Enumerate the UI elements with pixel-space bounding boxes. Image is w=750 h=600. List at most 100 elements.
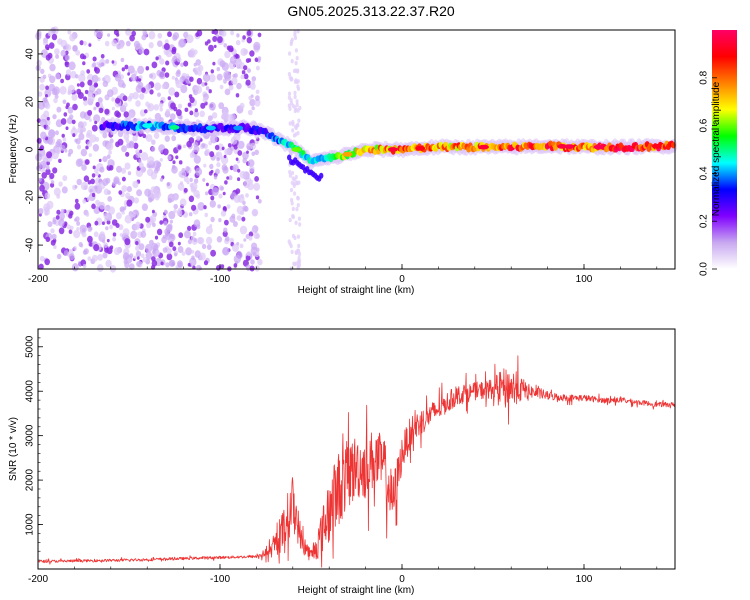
noise-speck [61,186,68,194]
noise-speck [65,44,72,51]
noise-speck [108,165,114,171]
noise-speck [38,177,42,182]
noise-speck [123,206,127,211]
noise-speck [227,143,232,148]
noise-speck [49,63,56,72]
spectrogram-ridge [98,117,678,182]
snr-panel: -200 -100 0 100 1000 2000 3000 4000 5000 Height … [8,328,676,596]
noise-speck [105,59,110,64]
noise-speck [78,73,86,83]
noise-speck [293,191,297,196]
noise-speck [148,42,154,49]
noise-speck [46,116,50,121]
noise-speck [39,147,43,151]
noise-speck [172,55,178,62]
noise-speck [122,95,128,102]
x-tick-label: -100 [210,274,230,285]
noise-speck [178,232,184,239]
noise-speck [44,102,51,110]
noise-speck [76,221,81,226]
noise-speck [95,171,99,177]
noise-speck [116,111,122,118]
noise-speck [177,262,183,269]
noise-speck [193,238,197,243]
noise-speck [250,259,255,265]
noise-speck [177,241,181,246]
noise-speck [289,41,293,47]
noise-speck [40,49,48,58]
noise-speck [296,248,300,253]
noise-speck [249,98,256,107]
noise-speck [204,212,208,218]
noise-speck [60,118,67,125]
noise-speck [96,88,102,95]
noise-speck [78,133,85,141]
snr-series-line [37,355,676,568]
noise-speck [186,34,194,44]
noise-speck [94,120,98,125]
noise-speck [224,50,231,59]
noise-speck [46,151,53,159]
noise-speck [43,110,50,118]
noise-speck [113,247,121,256]
noise-speck [240,74,245,80]
noise-speck [45,44,50,50]
noise-speck [252,251,257,257]
noise-speck [83,96,88,102]
ridge-peak [564,144,575,150]
noise-speck [49,75,56,84]
noise-speck [237,168,241,173]
noise-speck [237,150,243,156]
noise-speck [46,200,54,210]
noise-speck [189,177,193,183]
noise-speck [221,30,227,37]
ridge-peak [387,147,398,152]
noise-speck [92,144,100,152]
noise-speck [39,184,45,192]
noise-speck [202,178,206,182]
noise-speck [39,255,45,262]
noise-speck [178,160,183,165]
noise-speck [296,68,300,73]
noise-speck [118,224,124,231]
noise-speck [138,243,145,251]
noise-speck [247,109,253,116]
noise-speck [165,262,170,268]
noise-speck [226,176,230,180]
noise-speck [84,159,90,165]
spectrogram-y-axis-label: Frequency (Hz) [8,115,19,184]
y-tick-label: 0 [25,146,36,152]
noise-speck [63,250,69,256]
y-tick-label: -40 [25,237,36,252]
noise-speck [39,83,45,91]
noise-speck [222,191,226,196]
noise-speck [173,209,177,214]
noise-speck [103,188,110,196]
noise-speck [69,114,74,120]
noise-speck [53,97,58,104]
noise-speck [69,33,76,42]
noise-speck [245,79,251,86]
noise-speck [76,144,82,150]
noise-speck [77,121,84,129]
noise-speck [101,221,105,225]
noise-speck [228,84,234,91]
noise-speck [38,263,44,270]
colorbar-tick-label: 0.8 [699,70,710,84]
noise-speck [230,30,235,36]
noise-speck [243,238,247,242]
noise-speck [183,187,188,193]
noise-speck [188,195,195,203]
noise-speck [132,91,139,100]
noise-speck [83,41,87,46]
ridge-peak [651,143,662,149]
noise-speck [292,68,297,74]
noise-speck [235,93,240,98]
noise-speck [89,188,93,193]
noise-speck [164,135,170,142]
noise-speck [91,74,99,83]
noise-speck [42,97,47,103]
noise-speck [298,222,302,227]
